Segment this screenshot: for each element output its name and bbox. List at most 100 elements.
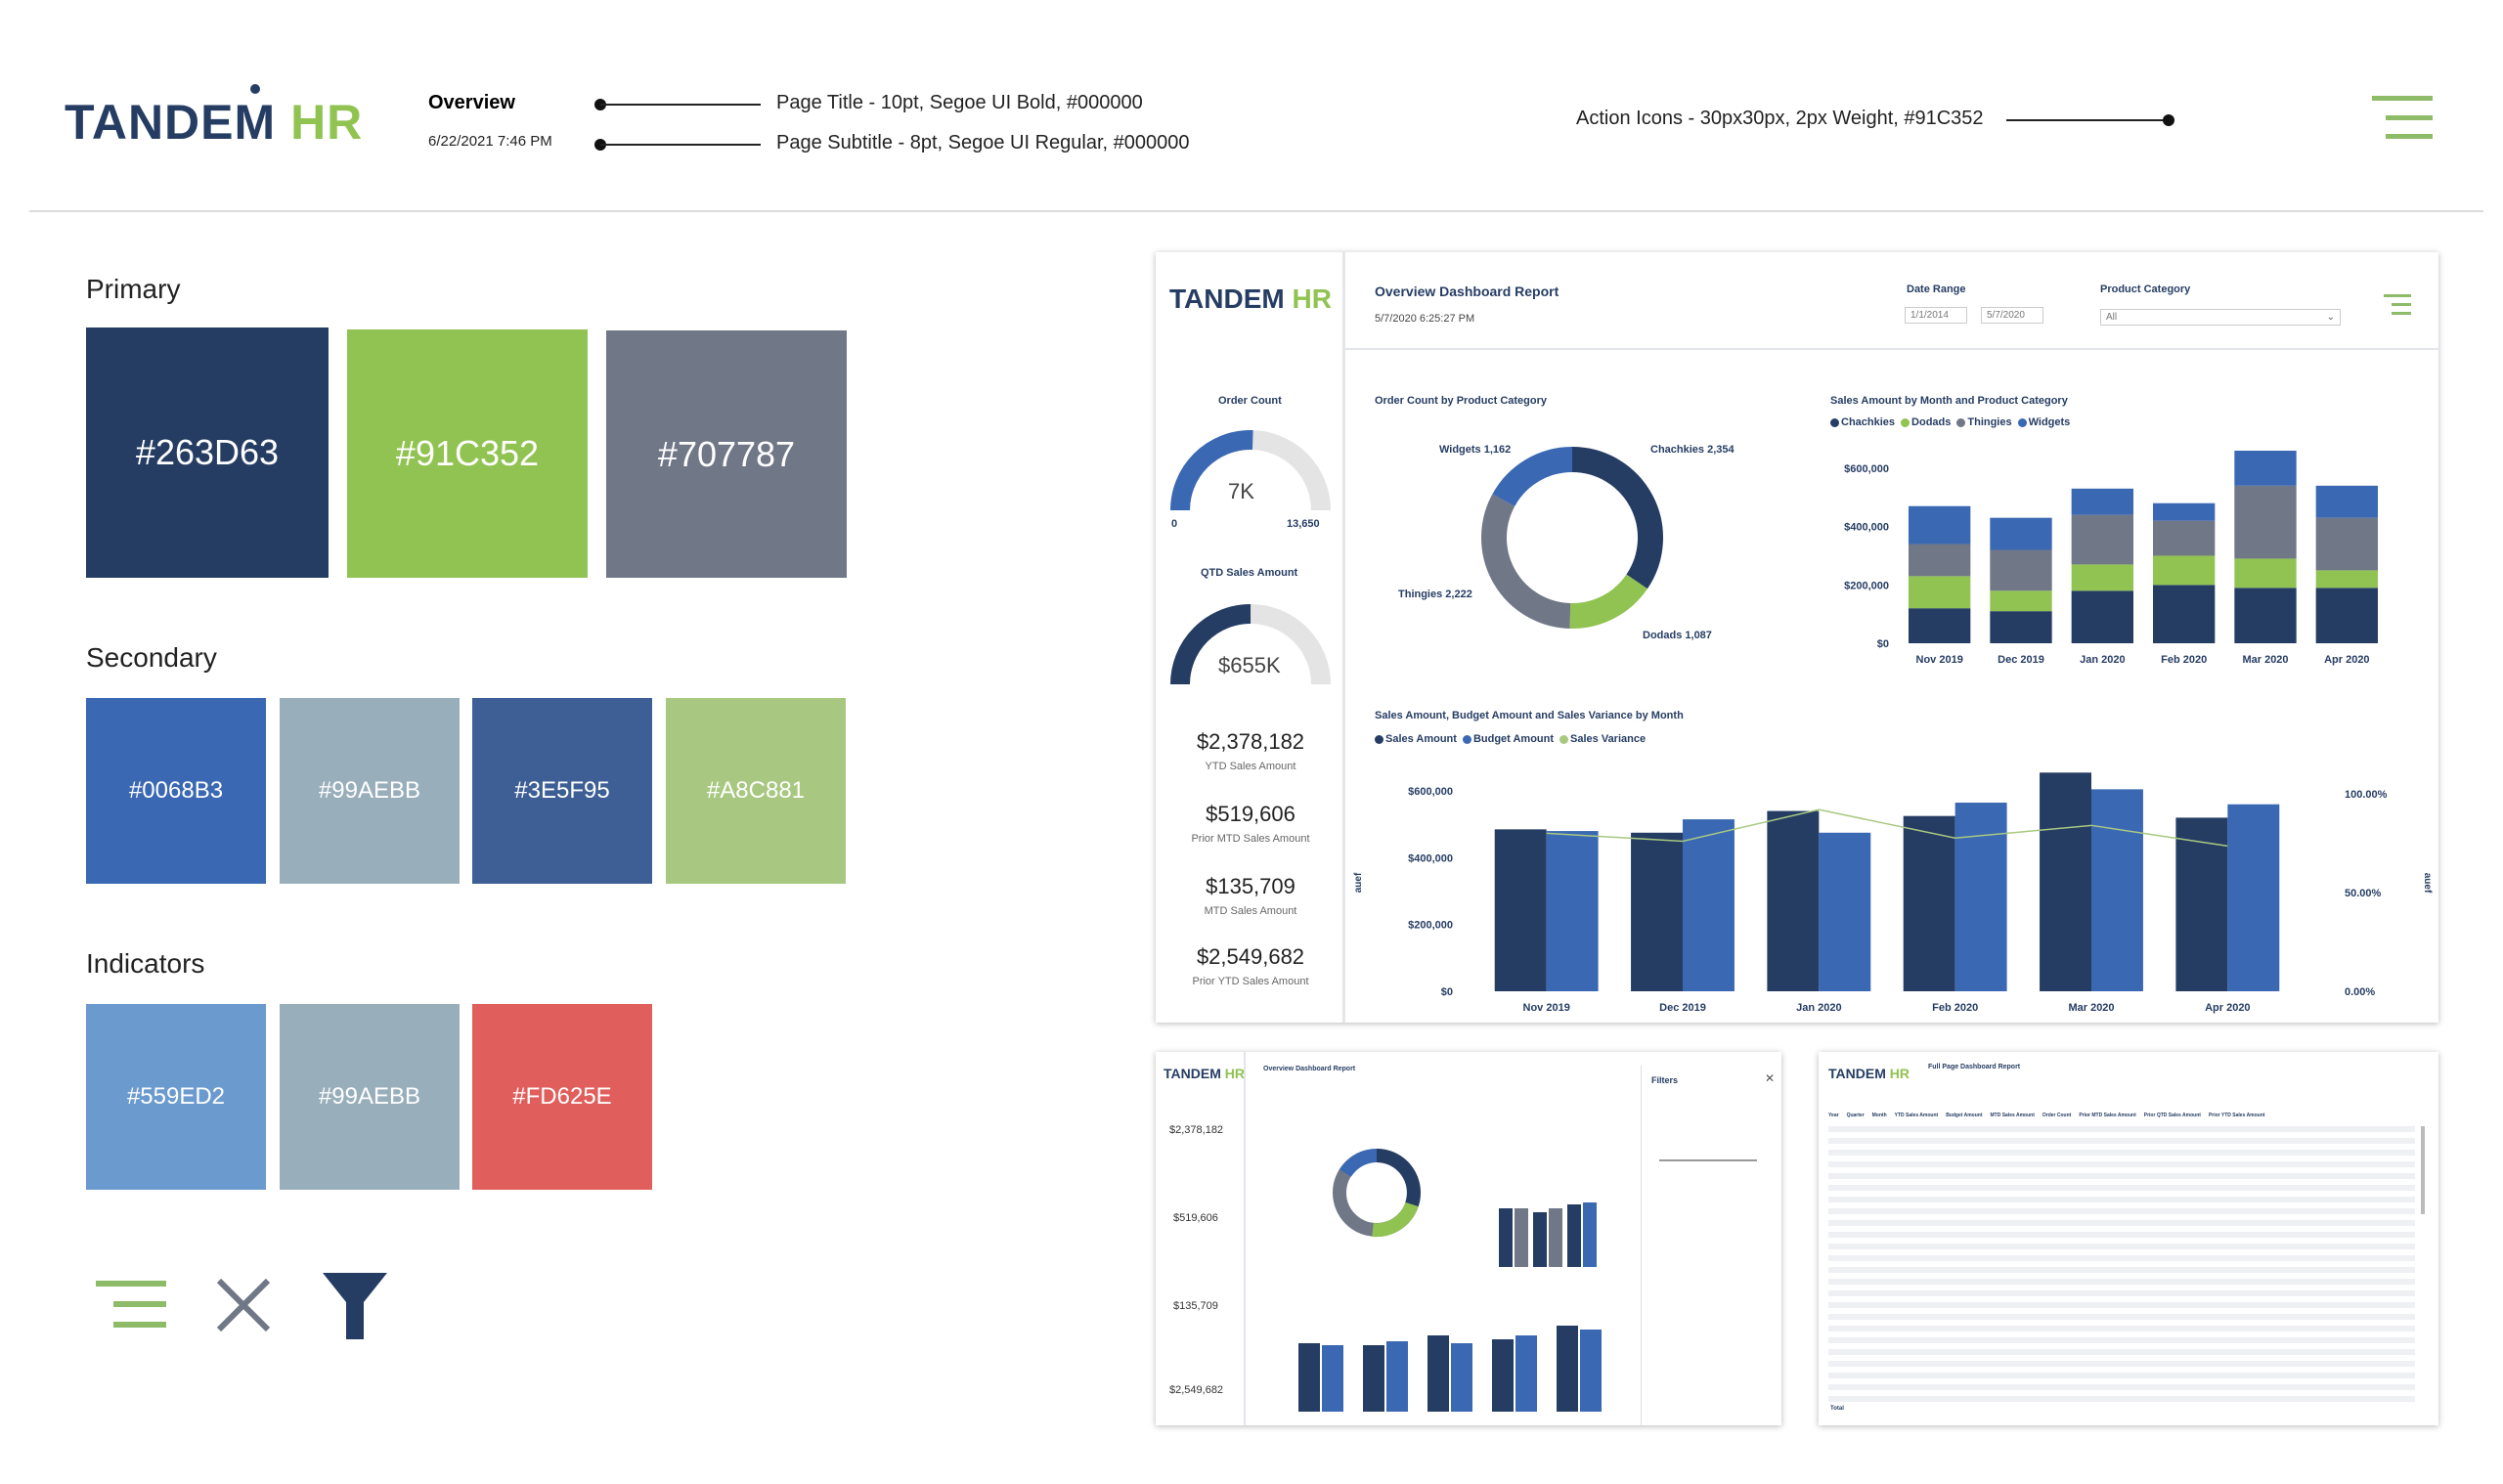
order-count-min: 0 xyxy=(1171,518,1178,530)
col-mtd-sales: MTD Sales Amount xyxy=(1990,1113,2035,1118)
stacked-bar-segment xyxy=(2234,588,2297,643)
legend-dodads-label: Dodads xyxy=(1911,416,1952,428)
product-category-value: All xyxy=(2106,312,2118,323)
donut-chart xyxy=(1481,447,1663,629)
thumb-filter-label: Filters xyxy=(1651,1075,1679,1085)
legend-budget: Budget Amount xyxy=(1462,733,1555,745)
thumb-left-charts xyxy=(1298,1149,1602,1412)
stacked-bar-segment xyxy=(2315,570,2378,589)
stacked-ytick: $200,000 xyxy=(1844,580,1889,591)
ytd-sales-label: YTD Sales Amount xyxy=(1205,761,1296,772)
title-leader-line xyxy=(600,104,761,106)
hamburger-icon[interactable] xyxy=(96,1279,168,1330)
combo-y2axis-label: auef xyxy=(2422,873,2433,894)
thumb-left-logo-text: TANDE xyxy=(1164,1066,1210,1081)
secondary-heading: Secondary xyxy=(86,642,217,673)
stacked-bar-segment xyxy=(2071,514,2133,565)
thumb-right-logo-hr: HR xyxy=(1889,1066,1910,1081)
combo-y2tick: 50.00% xyxy=(2345,888,2382,899)
combo-bar-sales xyxy=(1767,810,1820,991)
swatch-secondary-light-green: #A8C881 xyxy=(666,698,846,884)
stacked-bar-segment xyxy=(1990,549,2052,591)
stacked-xtick: Dec 2019 xyxy=(1998,654,2044,666)
page-subtitle: 6/22/2021 7:46 PM xyxy=(428,133,552,150)
thumb-filter-pane[interactable]: Filters ✕ xyxy=(1641,1066,1781,1425)
stacked-bar-segment xyxy=(2315,588,2378,643)
combo-y2tick: 0.00% xyxy=(2345,986,2375,998)
legend-thingies-label: Thingies xyxy=(1967,416,2012,428)
combo-ytick: $200,000 xyxy=(1408,920,1453,932)
stacked-bar-segment xyxy=(1909,544,1971,577)
date-from-input[interactable]: 1/1/2014 xyxy=(1905,307,1967,324)
ytd-sales-value: $2,378,182 xyxy=(1196,729,1305,754)
subtitle-leader-line xyxy=(600,144,761,146)
legend-variance: Sales Variance xyxy=(1559,733,1646,745)
thumb-table-body xyxy=(1828,1126,2415,1402)
legend-budget-label: Budget Amount xyxy=(1472,733,1555,745)
combo-bar-budget xyxy=(2227,804,2280,991)
qtd-sales-gauge xyxy=(1170,604,1331,685)
thumb-filter-close-icon[interactable]: ✕ xyxy=(1765,1071,1776,1085)
order-count-value: 7K xyxy=(1228,479,1254,503)
stacked-bar-segment xyxy=(1909,505,1971,545)
thumbnail-full-page-report[interactable]: TANDEM HR Full Page Dashboard Report Yea… xyxy=(1819,1052,2438,1425)
legend-thingies: Thingies xyxy=(1956,416,2012,428)
col-month: Month xyxy=(1871,1113,1887,1118)
combo-xtick: Feb 2020 xyxy=(1932,1002,1978,1014)
combo-xtick: Apr 2020 xyxy=(2205,1002,2250,1014)
col-budget: Budget Amount xyxy=(1946,1113,1983,1118)
donut-label-widgets: Widgets 1,162 xyxy=(1439,444,1512,456)
thumbnail-overview-filters[interactable]: TANDEM HR Overview Dashboard Report $2,3… xyxy=(1156,1052,1781,1425)
stacked-bar-segment xyxy=(2153,520,2216,556)
swatch-indicator-blue: #559ED2 xyxy=(86,1004,266,1190)
thumb-table-scrollbar[interactable] xyxy=(2421,1126,2425,1214)
indicators-heading: Indicators xyxy=(86,948,205,979)
thumb-left-logo-em: M xyxy=(1209,1066,1221,1081)
swatch-secondary-blue: #0068B3 xyxy=(86,698,266,884)
mtd-value: $135,709 xyxy=(1206,874,1295,898)
date-range-label: Date Range xyxy=(1907,284,1966,295)
combo-title: Sales Amount, Budget Amount and Sales Va… xyxy=(1375,710,1684,721)
donut-label-dodads: Dodads 1,087 xyxy=(1643,630,1712,641)
order-count-max: 13,650 xyxy=(1287,518,1320,530)
stacked-bar-segment xyxy=(2234,558,2297,589)
swatch-secondary-gray-blue: #99AEBB xyxy=(280,698,460,884)
combo-bar-budget xyxy=(1546,831,1599,991)
date-to-input[interactable]: 5/7/2020 xyxy=(1981,307,2043,324)
combo-legend: Sales Amount Budget Amount Sales Varianc… xyxy=(1375,733,1646,745)
stacked-bar-segment xyxy=(1990,517,2052,550)
col-prior-ytd: Prior YTD Sales Amount xyxy=(2208,1113,2265,1118)
legend-sales: Sales Amount xyxy=(1375,733,1457,745)
stacked-xtick: Mar 2020 xyxy=(2242,654,2288,666)
thumb-kpi-4: $2,549,682 xyxy=(1169,1384,1224,1396)
preview-logo-text: TANDE xyxy=(1169,284,1262,314)
thumb-right-logo-text: TANDE xyxy=(1828,1066,1875,1081)
close-icon[interactable] xyxy=(215,1277,272,1333)
icons-leader-dot xyxy=(2163,114,2174,126)
stacked-ytick: $0 xyxy=(1877,638,1889,650)
preview-logo-em: M xyxy=(1261,284,1285,314)
combo-bar-budget xyxy=(2091,789,2143,991)
thumb-filter-slider[interactable] xyxy=(1659,1159,1757,1161)
stacked-ytick: $600,000 xyxy=(1844,463,1889,475)
product-category-select[interactable]: All ⌄ xyxy=(2100,309,2341,326)
stacked-bar-segment xyxy=(2071,590,2133,643)
preview-hamburger-icon[interactable] xyxy=(2384,293,2413,317)
qtd-sales-value: $655K xyxy=(1218,653,1281,677)
combo-bar-sales xyxy=(2175,817,2228,991)
stacked-bar-segment xyxy=(2234,451,2297,486)
filter-icon[interactable] xyxy=(323,1273,387,1341)
stacked-xtick: Apr 2020 xyxy=(2324,654,2369,666)
donut-slice-thingies xyxy=(1481,494,1571,629)
thumb-table-header: Year Quarter Month YTD Sales Amount Budg… xyxy=(1828,1113,2429,1118)
donut-slice-widgets xyxy=(1492,447,1573,507)
stacked-xtick: Nov 2019 xyxy=(1916,654,1963,666)
icons-annotation: Action Icons - 30px30px, 2px Weight, #91… xyxy=(1576,108,1984,129)
thumb-right-logo-em: M xyxy=(1874,1066,1886,1081)
legend-chachkies: Chachkies xyxy=(1830,416,1895,428)
title-annotation: Page Title - 10pt, Segoe UI Bold, #00000… xyxy=(776,92,1143,113)
thumb-left-sidebar xyxy=(1156,1052,1246,1425)
hamburger-icon[interactable] xyxy=(2372,94,2437,141)
col-prior-mtd: Prior MTD Sales Amount xyxy=(2079,1113,2136,1118)
legend-variance-label: Sales Variance xyxy=(1570,733,1647,745)
